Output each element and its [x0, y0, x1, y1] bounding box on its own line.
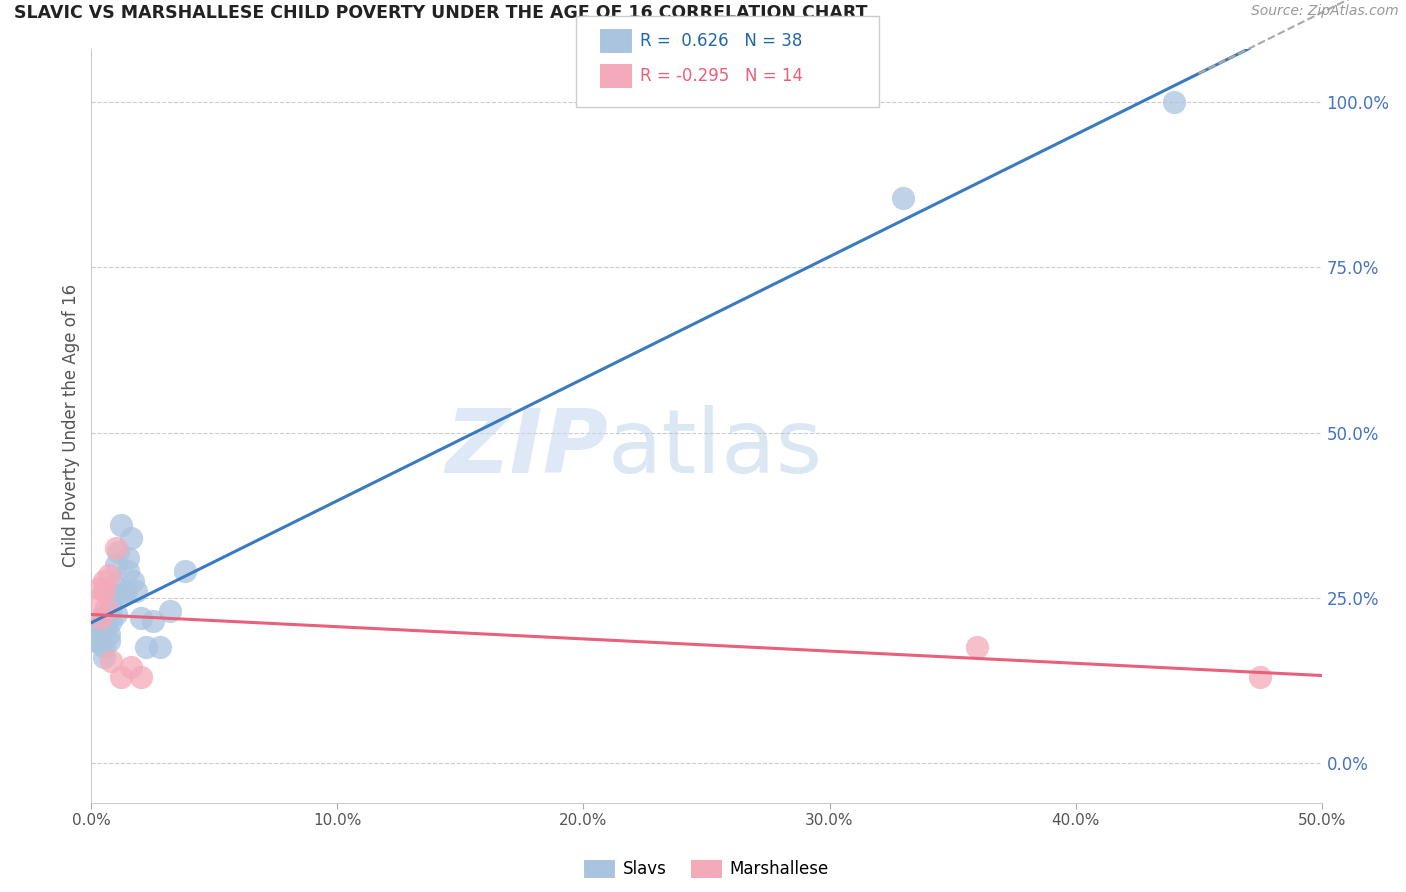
- Point: [112, 588, 135, 602]
- Point: [120, 532, 142, 546]
- Text: R = -0.295   N = 14: R = -0.295 N = 14: [640, 67, 803, 85]
- Point: [103, 577, 125, 591]
- Point: [87, 624, 110, 638]
- Point: [97, 627, 120, 641]
- Point: [90, 621, 112, 635]
- Point: [93, 640, 115, 655]
- Point: [96, 614, 117, 628]
- Point: [129, 610, 152, 624]
- Point: [122, 574, 145, 589]
- Point: [93, 574, 115, 589]
- Text: atlas: atlas: [607, 405, 824, 492]
- Point: [1249, 670, 1271, 684]
- Point: [100, 654, 122, 668]
- Point: [96, 600, 117, 615]
- Point: [100, 614, 122, 628]
- Point: [105, 607, 127, 622]
- Point: [966, 640, 988, 655]
- Point: [110, 670, 132, 684]
- Text: ZIP: ZIP: [446, 405, 607, 492]
- Point: [135, 640, 156, 655]
- Point: [174, 565, 197, 579]
- Point: [93, 584, 115, 599]
- Point: [891, 191, 914, 205]
- Point: [90, 637, 112, 651]
- Point: [93, 650, 115, 665]
- Point: [86, 627, 108, 641]
- Text: R =  0.626   N = 38: R = 0.626 N = 38: [640, 32, 801, 50]
- Point: [105, 558, 127, 572]
- Point: [100, 600, 122, 615]
- Point: [97, 567, 120, 582]
- Point: [149, 640, 172, 655]
- Point: [159, 604, 181, 618]
- Point: [142, 614, 165, 628]
- Point: [120, 660, 142, 674]
- Y-axis label: Child Poverty Under the Age of 16: Child Poverty Under the Age of 16: [62, 285, 80, 567]
- Point: [105, 541, 127, 556]
- Point: [117, 551, 139, 566]
- Text: SLAVIC VS MARSHALLESE CHILD POVERTY UNDER THE AGE OF 16 CORRELATION CHART: SLAVIC VS MARSHALLESE CHILD POVERTY UNDE…: [14, 4, 868, 22]
- Point: [86, 594, 108, 608]
- Point: [97, 633, 120, 648]
- Point: [114, 584, 138, 599]
- Point: [124, 584, 146, 599]
- Point: [87, 631, 110, 645]
- Point: [86, 633, 108, 648]
- Point: [107, 544, 129, 558]
- Legend: Slavs, Marshallese: Slavs, Marshallese: [578, 854, 835, 885]
- Point: [87, 581, 110, 595]
- Point: [110, 518, 132, 533]
- Point: [93, 610, 115, 624]
- Point: [96, 621, 117, 635]
- Point: [1163, 95, 1185, 109]
- Point: [90, 614, 112, 628]
- Point: [129, 670, 152, 684]
- Point: [93, 617, 115, 632]
- Point: [90, 610, 112, 624]
- Text: Source: ZipAtlas.com: Source: ZipAtlas.com: [1251, 4, 1399, 19]
- Point: [103, 588, 125, 602]
- Point: [117, 565, 139, 579]
